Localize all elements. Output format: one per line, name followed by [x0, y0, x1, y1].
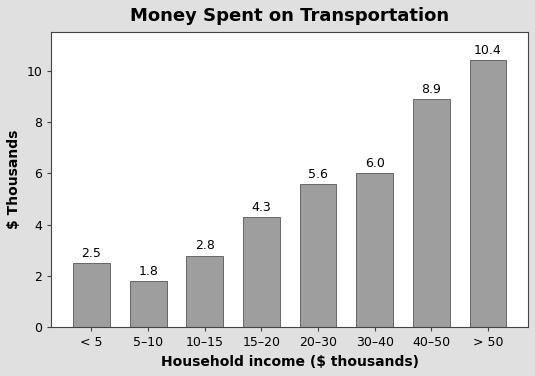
X-axis label: Household income ($ thousands): Household income ($ thousands) [160, 355, 419, 369]
Text: 5.6: 5.6 [308, 168, 328, 180]
Text: 1.8: 1.8 [138, 265, 158, 278]
Y-axis label: $ Thousands: $ Thousands [7, 130, 21, 229]
Text: 8.9: 8.9 [422, 83, 441, 96]
Text: 10.4: 10.4 [474, 44, 502, 57]
Bar [73, 263, 110, 327]
Title: Money Spent on Transportation: Money Spent on Transportation [130, 7, 449, 25]
Text: 4.3: 4.3 [251, 201, 271, 214]
Text: 6.0: 6.0 [365, 157, 385, 170]
Bar [470, 60, 507, 327]
Text: 2.8: 2.8 [195, 240, 215, 252]
Bar [300, 183, 337, 327]
Bar [356, 173, 393, 327]
Text: 2.5: 2.5 [81, 247, 102, 260]
Bar [243, 217, 280, 327]
Bar [413, 99, 450, 327]
Bar [186, 256, 223, 327]
Bar [129, 281, 166, 327]
